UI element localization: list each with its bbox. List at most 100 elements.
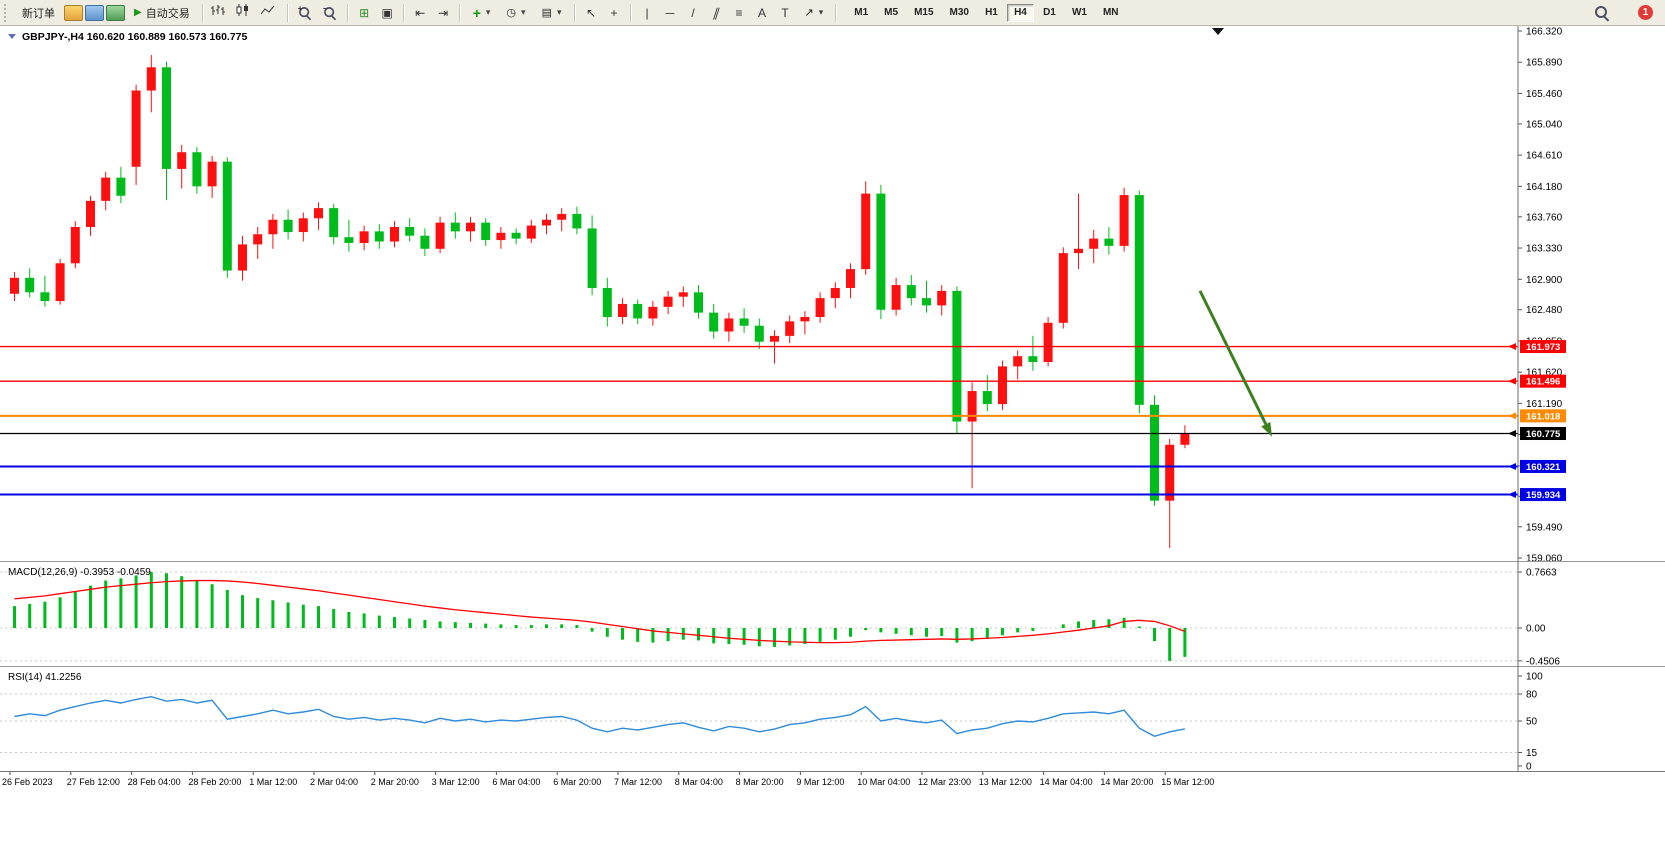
svg-text:165.890: 165.890 xyxy=(1526,58,1563,69)
zoom-in-icon[interactable]: + xyxy=(294,2,317,24)
timeframe-m30[interactable]: M30 xyxy=(943,4,976,22)
svg-text:27 Feb 12:00: 27 Feb 12:00 xyxy=(67,777,120,787)
periods-button[interactable]: ◷ ▾ xyxy=(499,3,532,23)
fibonacci-tool-icon[interactable]: ≡ xyxy=(729,3,750,23)
chevron-down-icon: ▾ xyxy=(485,7,491,17)
svg-text:161.973: 161.973 xyxy=(1526,342,1560,353)
indicators-button[interactable]: + ▾ xyxy=(466,3,498,23)
market-watch-icon[interactable] xyxy=(64,4,83,21)
bottom-strip xyxy=(0,792,1665,841)
svg-text:14 Mar 20:00: 14 Mar 20:00 xyxy=(1100,777,1153,787)
svg-text:100: 100 xyxy=(1526,672,1543,683)
chart-canvas[interactable]: 166.320 165.890 165.460 165.040 164.610 164.1… xyxy=(0,26,1665,792)
chart-area: 166.320 165.890 165.460 165.040 164.610 164.1… xyxy=(0,26,1665,792)
channel-tool-icon[interactable]: ∥ xyxy=(702,3,729,23)
horizontal-line-tool-icon[interactable]: ─ xyxy=(660,3,681,23)
svg-text:15 Mar 12:00: 15 Mar 12:00 xyxy=(1161,777,1214,787)
trendline-tool-icon[interactable]: / xyxy=(683,3,704,23)
svg-text:9 Mar 12:00: 9 Mar 12:00 xyxy=(796,777,844,787)
svg-text:159.060: 159.060 xyxy=(1526,554,1563,565)
svg-text:161.018: 161.018 xyxy=(1526,411,1560,422)
toolbar-grip xyxy=(4,3,10,22)
svg-text:12 Mar 23:00: 12 Mar 23:00 xyxy=(918,777,971,787)
svg-text:15: 15 xyxy=(1526,748,1538,759)
macd-panel: 0.7663 0.00 -0.4506 MACD(12,26,9) -0.3953 -… xyxy=(0,567,1560,667)
chart-shift-icon[interactable]: ⇤ xyxy=(410,3,431,23)
candlestick-chart-icon[interactable] xyxy=(234,2,257,24)
terminal-icon[interactable] xyxy=(106,4,125,21)
timeframe-h1[interactable]: H1 xyxy=(978,4,1005,22)
svg-text:162.900: 162.900 xyxy=(1526,275,1563,286)
toolbar-separator xyxy=(835,3,838,22)
new-order-button[interactable]: 新订单 xyxy=(15,3,62,23)
autotrade-button[interactable]: ▶ 自动交易 xyxy=(127,3,197,23)
timeframe-m1[interactable]: M1 xyxy=(847,4,875,22)
add-indicator-icon: + xyxy=(472,4,481,21)
templates-button[interactable]: ▤ ▾ xyxy=(535,3,569,23)
svg-text:80: 80 xyxy=(1526,690,1538,701)
timeframe-m5[interactable]: M5 xyxy=(877,4,905,22)
svg-text:162.480: 162.480 xyxy=(1526,305,1563,316)
autotrade-play-icon: ▶ xyxy=(134,7,142,18)
navigator-icon[interactable] xyxy=(85,4,104,21)
svg-text:160.321: 160.321 xyxy=(1526,462,1561,473)
panel-borders xyxy=(0,26,1665,772)
toolbar-separator xyxy=(458,3,461,22)
timeframe-d1[interactable]: D1 xyxy=(1036,4,1063,22)
notification-badge[interactable]: 1 xyxy=(1638,5,1653,20)
trend-arrow-annotation xyxy=(1198,290,1272,437)
svg-text:159.934: 159.934 xyxy=(1526,490,1561,501)
arrows-tool-button[interactable]: ↗ ▾ xyxy=(798,3,831,23)
rsi-label: RSI(14) 41.2256 xyxy=(8,672,82,683)
svg-text:1 Mar 12:00: 1 Mar 12:00 xyxy=(249,777,297,787)
svg-text:165.040: 165.040 xyxy=(1526,119,1563,130)
svg-text:164.610: 164.610 xyxy=(1526,151,1563,162)
cursor-tool-icon[interactable]: ↖ xyxy=(581,3,602,23)
svg-text:14 Mar 04:00: 14 Mar 04:00 xyxy=(1040,777,1093,787)
svg-text:7 Mar 12:00: 7 Mar 12:00 xyxy=(614,777,662,787)
svg-text:-0.4506: -0.4506 xyxy=(1526,656,1560,667)
rsi-panel: 100 80 50 15 0 RSI(14) 41.2256 xyxy=(0,672,1543,773)
vertical-line-tool-icon[interactable]: | xyxy=(637,3,658,23)
svg-text:0: 0 xyxy=(1526,762,1532,773)
svg-text:159.490: 159.490 xyxy=(1526,522,1563,533)
tile-windows-icon[interactable]: ⊞ xyxy=(354,3,375,23)
line-chart-icon[interactable] xyxy=(259,2,282,24)
svg-text:3 Mar 12:00: 3 Mar 12:00 xyxy=(432,777,480,787)
toolbar: 新订单 ▶ 自动交易 + − ⊞ ▣ ⇤ ⇥ xyxy=(0,0,1665,26)
svg-text:160.775: 160.775 xyxy=(1526,429,1561,440)
svg-text:26 Feb 2023: 26 Feb 2023 xyxy=(2,777,53,787)
auto-scroll-icon[interactable]: ⇥ xyxy=(433,3,454,23)
chevron-down-icon: ▾ xyxy=(818,7,824,17)
label-tool-icon[interactable]: T xyxy=(775,3,796,23)
timeframe-h4[interactable]: H4 xyxy=(1006,3,1034,22)
template-icon: ▤ xyxy=(541,7,552,19)
zoom-out-icon[interactable]: − xyxy=(319,2,342,24)
toolbar-separator xyxy=(573,3,576,22)
new-chart-icon[interactable]: ▣ xyxy=(377,3,398,23)
chevron-down-icon: ▾ xyxy=(556,7,562,17)
timeframe-m15[interactable]: M15 xyxy=(907,4,940,22)
svg-text:163.330: 163.330 xyxy=(1526,244,1563,255)
svg-text:28 Feb 04:00: 28 Feb 04:00 xyxy=(128,777,181,787)
svg-text:164.180: 164.180 xyxy=(1526,182,1563,193)
timeframe-w1[interactable]: W1 xyxy=(1065,4,1094,22)
svg-text:163.760: 163.760 xyxy=(1526,212,1563,223)
candles-layer xyxy=(10,54,1190,548)
svg-text:28 Feb 20:00: 28 Feb 20:00 xyxy=(188,777,241,787)
crosshair-tool-icon[interactable]: + xyxy=(604,3,625,23)
arrow-tool-icon: ↗ xyxy=(804,7,814,19)
timeframe-mn[interactable]: MN xyxy=(1096,4,1126,22)
svg-text:6 Mar 04:00: 6 Mar 04:00 xyxy=(492,777,540,787)
toolbar-separator xyxy=(402,3,405,22)
clock-icon: ◷ xyxy=(506,7,517,19)
svg-text:6 Mar 20:00: 6 Mar 20:00 xyxy=(553,777,601,787)
autoscroll-marker xyxy=(1212,28,1224,35)
text-tool-icon[interactable]: A xyxy=(752,3,773,23)
toolbar-separator xyxy=(201,3,204,22)
search-icon[interactable] xyxy=(1594,5,1610,21)
svg-text:0.00: 0.00 xyxy=(1526,624,1546,635)
bar-chart-icon[interactable] xyxy=(209,2,232,24)
main-price-panel: 166.320 165.890 165.460 165.040 164.610 164.1… xyxy=(0,27,1566,565)
